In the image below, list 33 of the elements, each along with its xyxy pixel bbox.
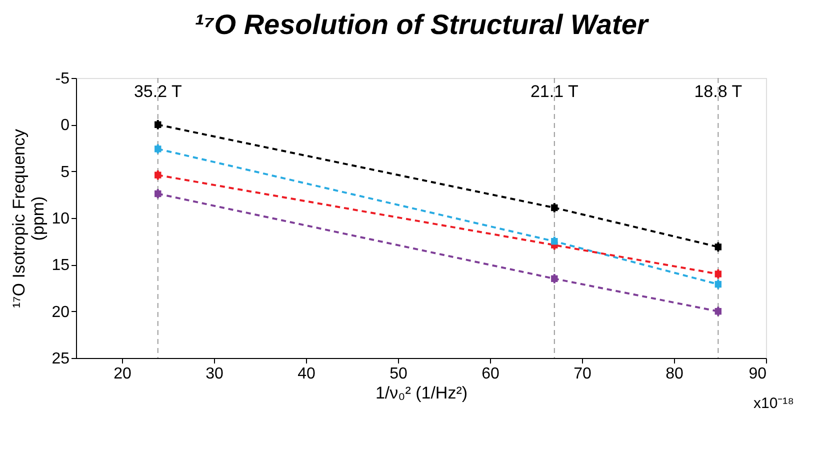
y-tick-label: -5 (55, 70, 70, 88)
point (714, 280, 722, 288)
point (154, 121, 162, 128)
x-tick-label: 90 (748, 366, 767, 382)
y-tick-label: 15 (52, 257, 70, 274)
y-tick-label: 20 (52, 304, 70, 321)
y-tick-label: 10 (52, 210, 70, 228)
x-tick-label: 20 (114, 366, 132, 382)
x-tick-label: 50 (390, 366, 408, 382)
chart-title: ¹⁷O Resolution of Structural Water (194, 9, 650, 40)
point (154, 172, 162, 178)
x-tick-label: 30 (206, 366, 224, 382)
point (551, 238, 558, 245)
text: x10⁻¹⁸ (753, 395, 794, 412)
ref-line-label: 18.8 T (694, 82, 742, 101)
ref-line-label: 21.1 T (530, 82, 578, 101)
ref-line-label: 35.2 T (134, 82, 182, 101)
x-tick-label: 60 (482, 366, 500, 382)
point (551, 275, 558, 282)
y-tick-label: 0 (60, 117, 70, 134)
point (714, 244, 722, 250)
point (714, 308, 722, 315)
point (154, 146, 162, 152)
x-tick-label: 40 (298, 366, 316, 382)
point (551, 204, 558, 212)
x-tick-label: 70 (574, 366, 592, 382)
point (714, 270, 722, 278)
y-tick-label: 5 (60, 164, 70, 181)
x-tick-label: 80 (666, 366, 684, 382)
y-axis-title: ¹⁷O Isotropic Frequency (ppm) (10, 128, 48, 308)
point (154, 190, 162, 198)
y-tick-label: 25 (52, 350, 70, 368)
x-axis-title: 1/ν₀² (1/Hz²) (375, 384, 468, 402)
